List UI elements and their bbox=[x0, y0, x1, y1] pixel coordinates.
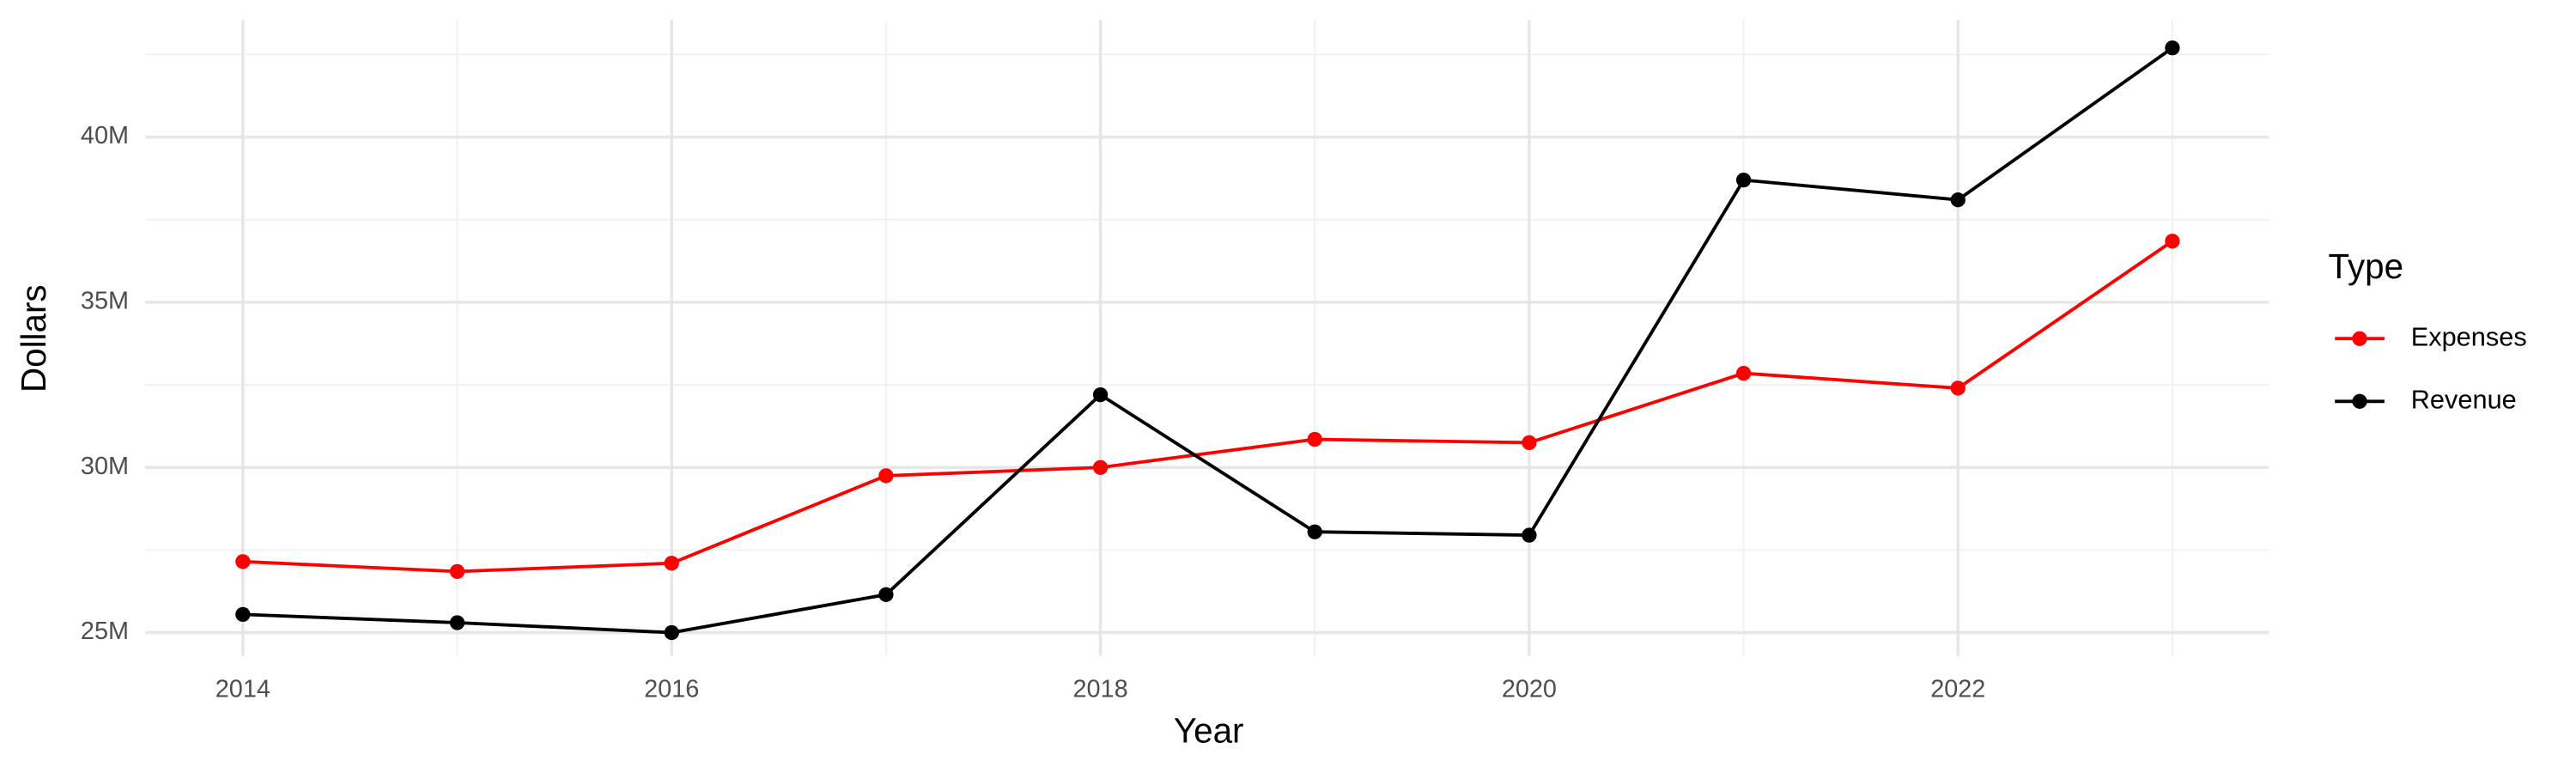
data-point bbox=[1735, 365, 1752, 381]
y-tick-label: 30M bbox=[81, 453, 129, 480]
x-tick-label: 2020 bbox=[1502, 675, 1557, 703]
data-point bbox=[1735, 172, 1752, 188]
data-point bbox=[1522, 435, 1537, 451]
data-point bbox=[449, 615, 465, 630]
y-tick-label: 40M bbox=[81, 122, 129, 149]
y-tick-label: 25M bbox=[81, 618, 129, 645]
legend-title: Type bbox=[2329, 247, 2404, 286]
data-point bbox=[2165, 40, 2180, 56]
data-point bbox=[449, 563, 465, 580]
data-point bbox=[1950, 192, 1965, 208]
data-point bbox=[1092, 460, 1109, 475]
x-tick-label: 2018 bbox=[1072, 675, 1127, 703]
legend-label: Expenses bbox=[2411, 321, 2527, 351]
x-tick-label: 2016 bbox=[644, 675, 699, 703]
data-point bbox=[1092, 386, 1109, 403]
series-line bbox=[242, 46, 2174, 635]
data-point bbox=[664, 624, 679, 641]
legend-key-point bbox=[2352, 393, 2367, 409]
data-point bbox=[664, 556, 679, 571]
data-point bbox=[2165, 234, 2180, 249]
data-point bbox=[1950, 380, 1965, 396]
data-point bbox=[878, 468, 894, 484]
data-point bbox=[1307, 431, 1322, 447]
data-point bbox=[1522, 527, 1537, 543]
data-point bbox=[1307, 524, 1322, 539]
legend-key-point bbox=[2352, 331, 2367, 346]
x-tick-label: 2014 bbox=[216, 675, 270, 703]
legend-label: Revenue bbox=[2411, 384, 2517, 414]
y-axis-title: Dollars bbox=[14, 284, 53, 393]
y-tick-label: 35M bbox=[81, 288, 129, 315]
data-point bbox=[878, 587, 894, 602]
series-line bbox=[242, 240, 2174, 574]
x-tick-label: 2022 bbox=[1930, 675, 1985, 703]
data-point bbox=[235, 554, 251, 569]
x-axis-title: Year bbox=[1174, 711, 1244, 751]
data-point bbox=[235, 606, 251, 623]
